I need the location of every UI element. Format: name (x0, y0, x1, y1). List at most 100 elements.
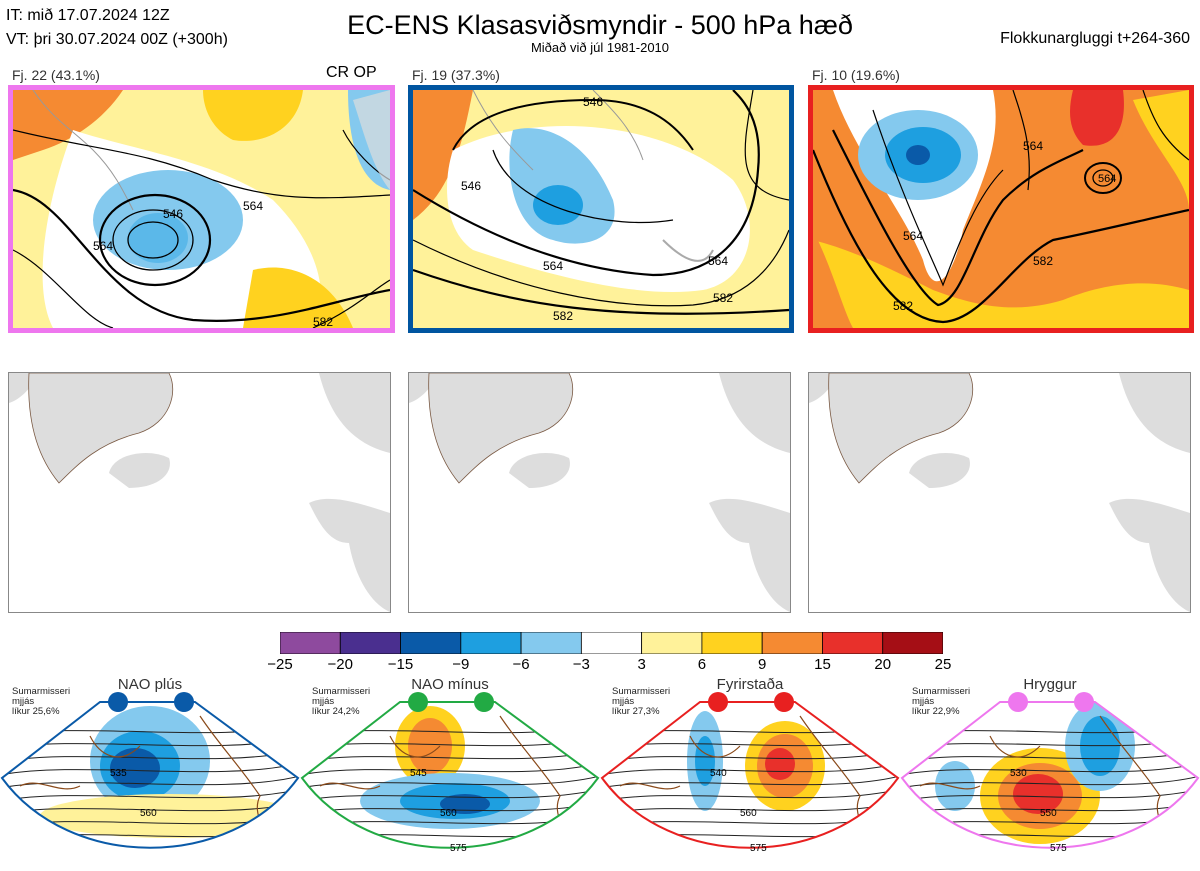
colorbar-tick-label: −15 (387, 656, 414, 673)
colorbar-swatch (761, 632, 823, 654)
anomaly-blob (408, 718, 452, 774)
colorbar-swatch (400, 632, 462, 654)
height-contour (302, 749, 598, 763)
regime-outline (0, 701, 300, 849)
anomaly-blob (40, 794, 298, 838)
regime-probability-note: Sumarmisseri mjjás líkur 27,3% (612, 687, 670, 717)
height-contour (302, 775, 598, 789)
regime-contour-label: 575 (750, 843, 767, 854)
regime-contour-label: 545 (410, 768, 427, 779)
regime-title: Fyrirstaða (716, 676, 784, 693)
classification-window: Flokkunargluggi t+264-360 (1000, 30, 1190, 47)
contour-label: 546 (163, 207, 183, 221)
height-contour (902, 749, 1198, 763)
cluster-1-map[interactable]: 546 564 564 582 (8, 85, 395, 333)
regime-dot-icon (174, 692, 194, 712)
colorbar (280, 632, 943, 654)
height-contour (602, 749, 898, 763)
regime-title: Hryggur (1023, 676, 1077, 693)
base-map-3 (808, 372, 1191, 613)
initial-time: IT: mið 17.07.2024 12Z (6, 7, 170, 24)
regime-note-line: Sumarmisseri (612, 686, 671, 697)
contour-label: 564 (93, 239, 113, 253)
regime-outline (300, 701, 600, 849)
height-contour (2, 775, 298, 789)
page-title: EC-ENS Klasasviðsmyndir - 500 hPa hæð (347, 10, 853, 40)
contour-label: 564 (543, 259, 563, 273)
regime-panel[interactable]: 545 560 575 NAO mínus Sumarmisseri mjjás líkur… (300, 676, 600, 871)
regime-dot-icon (108, 692, 128, 712)
height-contour (902, 775, 1198, 789)
cluster-2-map[interactable]: 546 546 564 582 582 564 (408, 85, 794, 333)
regime-note-line: mjjás (912, 696, 935, 707)
cluster-1-members: CR OP (326, 64, 377, 81)
colorbar-tick-label: 15 (814, 656, 831, 673)
valid-time: VT: þri 30.07.2024 00Z (+300h) (6, 31, 228, 48)
colorbar-tick-label: −3 (572, 656, 590, 673)
height-contour (2, 762, 298, 776)
regime-note-line: Sumarmisseri (912, 686, 971, 697)
regime-outline (900, 701, 1200, 849)
cluster-3-label: Fj. 10 (19.6%) (812, 67, 900, 83)
colorbar-swatch (280, 632, 341, 654)
cluster-1-label: Fj. 22 (43.1%) (12, 67, 100, 83)
height-contour (602, 788, 898, 802)
regime-dot-icon (408, 692, 428, 712)
base-map-2 (408, 372, 791, 613)
regime-contour-label: 575 (1050, 843, 1067, 854)
page-subtitle: Miðað við júl 1981-2010 (530, 40, 670, 55)
height-contour (602, 762, 898, 776)
regime-note-line: Sumarmisseri (12, 686, 71, 697)
contour-label: 582 (713, 291, 733, 305)
regime-contour-label: 540 (710, 768, 727, 779)
regime-contour-label: 530 (1010, 768, 1027, 779)
regime-contour-label: 575 (450, 843, 467, 854)
contour-label: 564 (243, 199, 263, 213)
regime-panel[interactable]: 540 560 575 Fyrirstaða Sumarmisseri mjjás líku… (600, 676, 900, 871)
regime-dot-icon (1008, 692, 1028, 712)
colorbar-tick-label: −9 (452, 656, 470, 673)
regime-contour-label: 560 (440, 808, 457, 819)
contour-label: 582 (313, 315, 333, 328)
colorbar-tick-label: −25 (267, 656, 293, 673)
colorbar-ticks: −25 −20 −15 −9 −6 −3 3 6 9 15 20 25 (260, 656, 963, 676)
regime-note-line: líkur 27,3% (612, 706, 660, 717)
height-contour (602, 775, 898, 789)
colorbar-tick-label: −20 (327, 656, 353, 673)
regime-note-line: mjjás (612, 696, 635, 707)
regime-panel[interactable]: 535 560 NAO plús Sumarmisseri mjjás líkur 25,… (0, 676, 300, 871)
anomaly-blob (695, 736, 715, 786)
colorbar-tick-label: −6 (512, 656, 530, 673)
regime-note-line: líkur 25,6% (12, 706, 60, 717)
colorbar-tick-label: 9 (758, 656, 767, 673)
cluster-3-map[interactable]: 564 564 582 582 564 (808, 85, 1194, 333)
contour-label: 582 (1033, 254, 1053, 268)
colorbar-swatch (701, 632, 763, 654)
colorbar-swatch (822, 632, 884, 654)
colorbar-tick-label: 6 (697, 656, 707, 673)
regime-outline (600, 701, 900, 849)
regime-title: NAO mínus (411, 676, 489, 693)
regime-panel[interactable]: 530 550 575 Hryggur Sumarmisseri mjjás líkur 2… (900, 676, 1200, 871)
regime-note-line: mjjás (312, 696, 335, 707)
regime-note-line: Sumarmisseri (312, 686, 371, 697)
regime-contour-label: 535 (110, 768, 127, 779)
regime-dot-icon (708, 692, 728, 712)
contour-label: 546 (583, 95, 603, 109)
base-map-1 (8, 372, 391, 613)
regime-note-line: líkur 24,2% (312, 706, 360, 717)
regime-row: 535 560 NAO plús Sumarmisseri mjjás líkur 25,… (0, 676, 1200, 871)
anomaly-blob (765, 748, 795, 780)
regime-title: NAO plús (117, 676, 183, 693)
height-contour (902, 788, 1198, 802)
regime-probability-note: Sumarmisseri mjjás líkur 22,9% (912, 687, 970, 717)
colorbar-tick-label: 3 (637, 656, 646, 673)
regime-contour-label: 560 (140, 808, 157, 819)
colorbar-swatch (460, 632, 522, 654)
regime-probability-note: Sumarmisseri mjjás líkur 24,2% (312, 687, 370, 717)
regime-probability-note: Sumarmisseri mjjás líkur 25,6% (12, 687, 70, 717)
contour-label: 564 (708, 254, 728, 268)
contour-label: 582 (893, 299, 913, 313)
regime-dot-icon (1074, 692, 1094, 712)
regime-note-line: mjjás (12, 696, 35, 707)
